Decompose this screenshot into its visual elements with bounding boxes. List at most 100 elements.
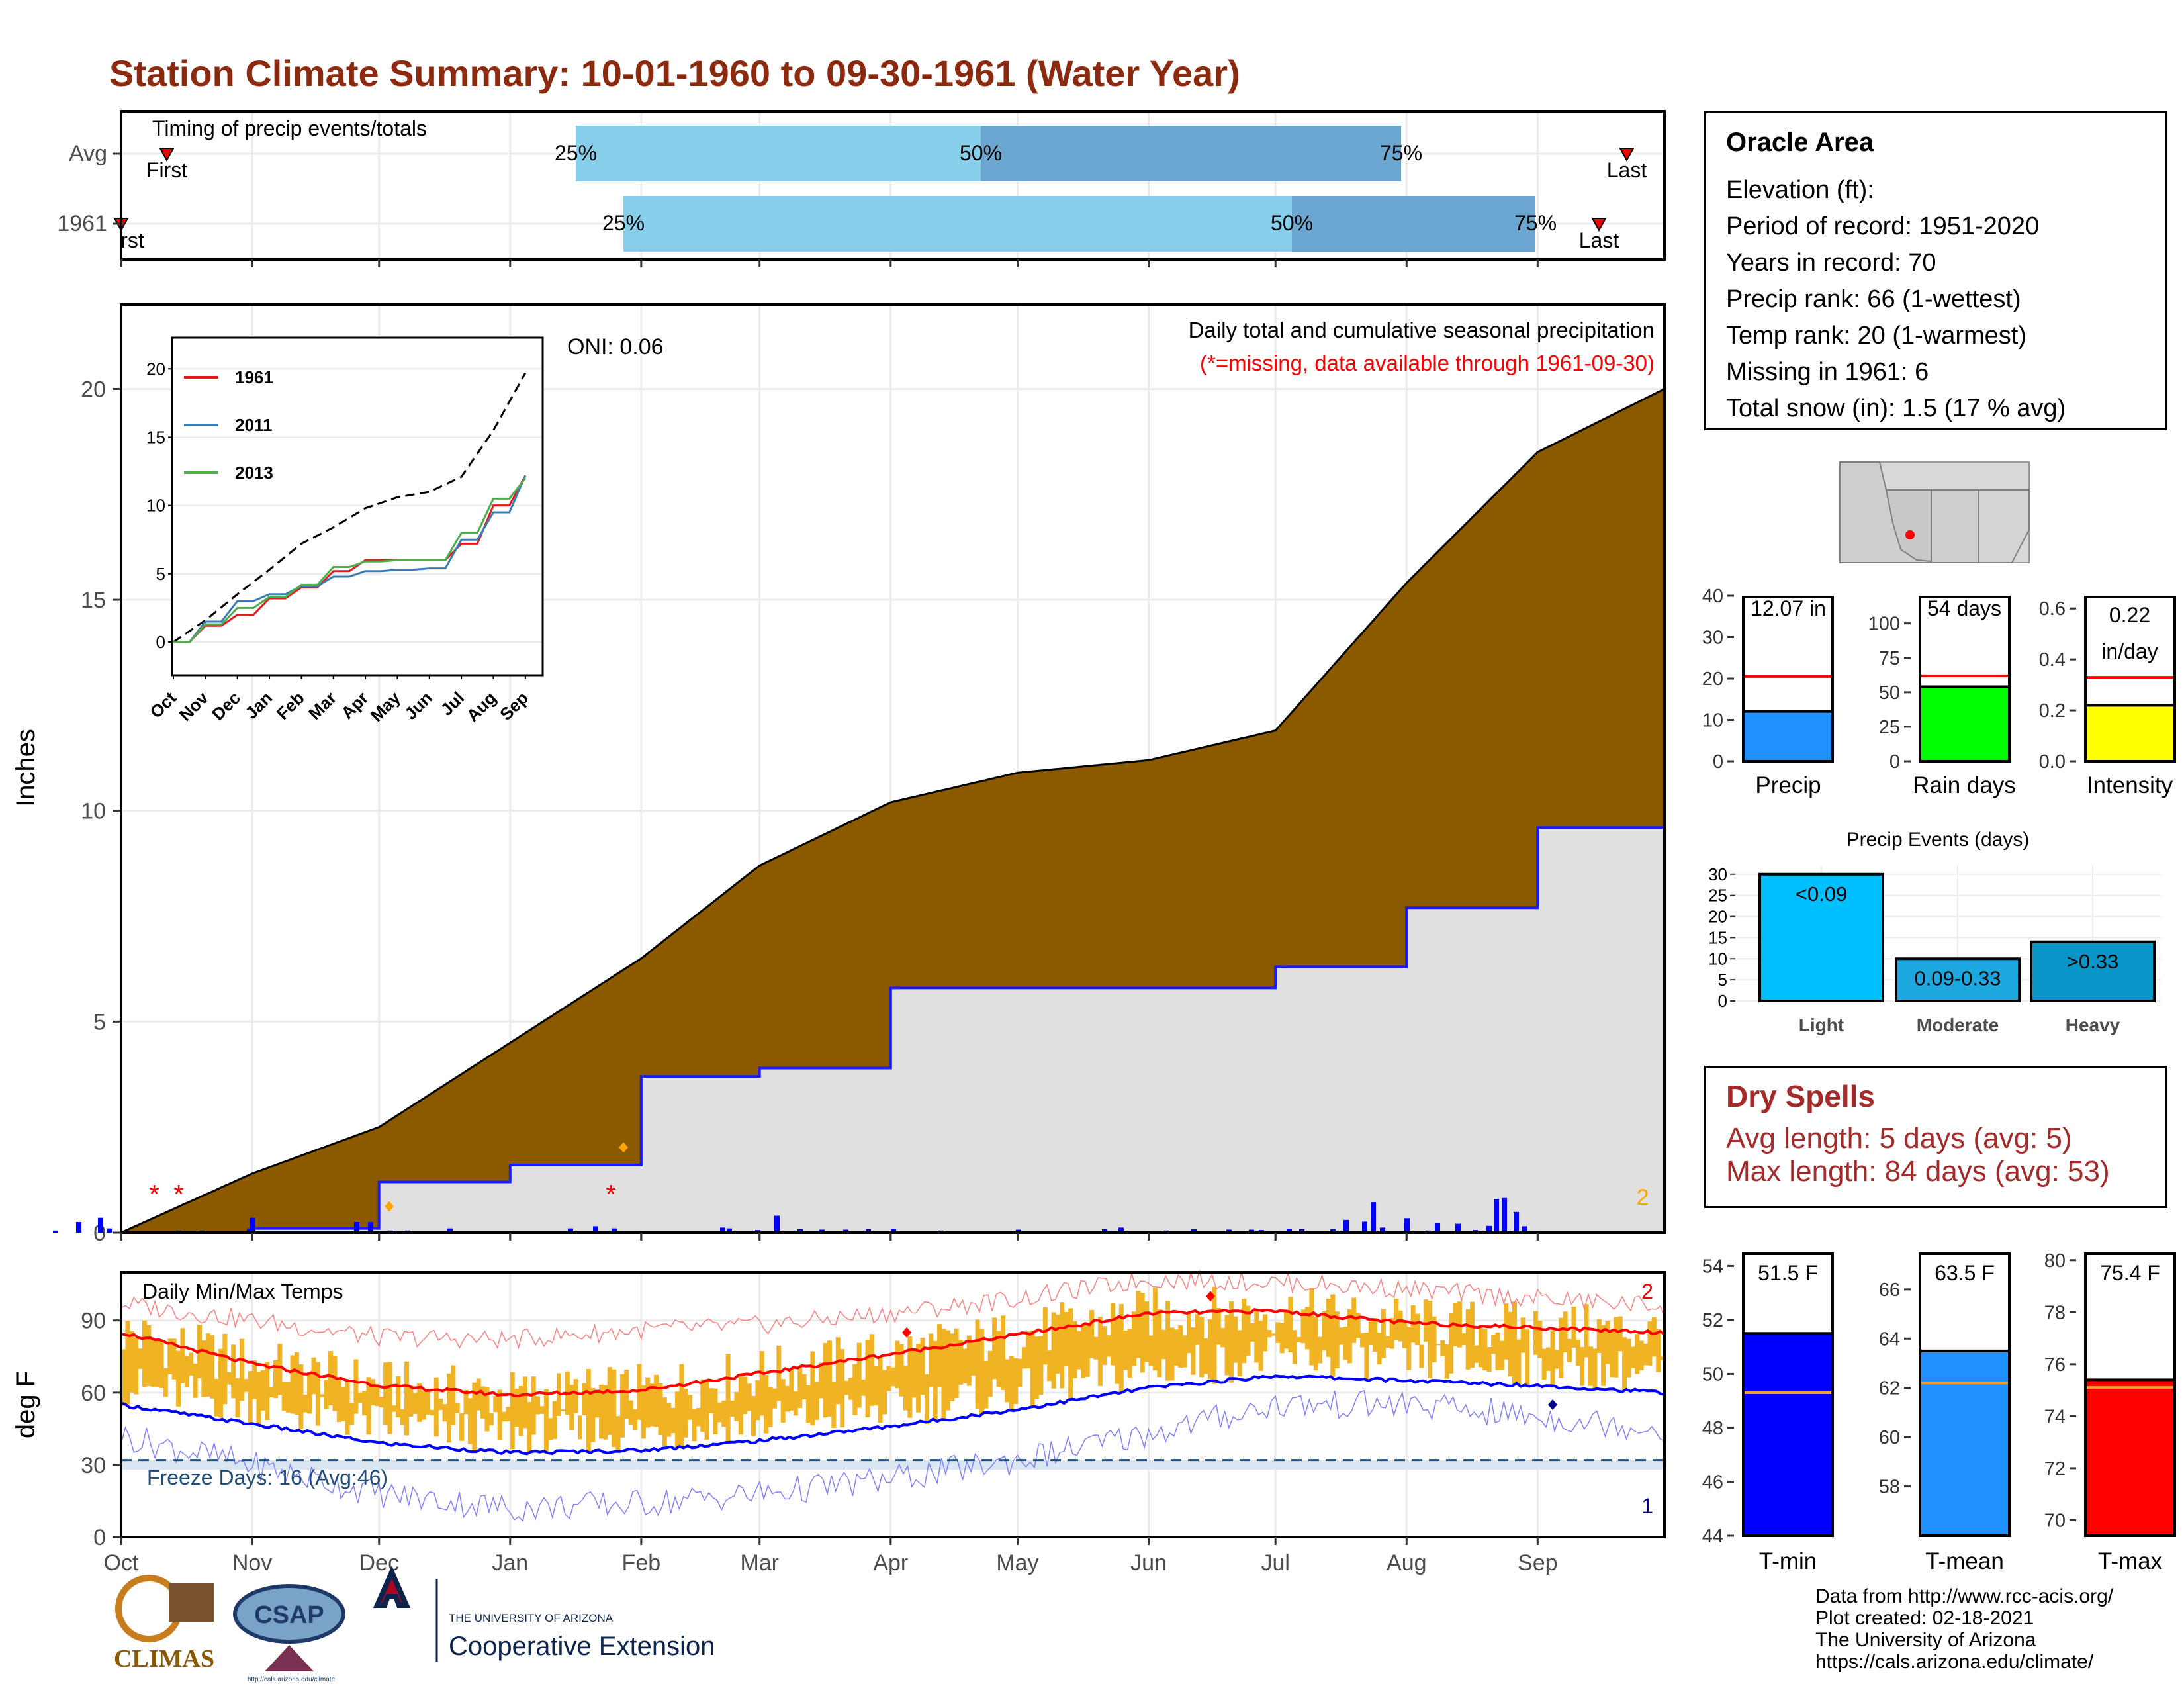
daily-temp-bar xyxy=(916,1344,921,1413)
station-info-box: Oracle Area Elevation (ft): Period of re… xyxy=(1704,111,2167,430)
daily-temp-bar xyxy=(239,1338,244,1401)
daily-temp-bar xyxy=(1385,1336,1390,1348)
daily-temp-bar xyxy=(1343,1327,1348,1360)
tmin-mini-label: T-min xyxy=(1759,1548,1817,1574)
daily-precip-bar xyxy=(774,1215,780,1233)
daily-temp-bar xyxy=(1516,1339,1522,1385)
station-elevation: Elevation (ft): xyxy=(1726,176,1874,204)
daily-temp-bar xyxy=(1060,1302,1065,1389)
tmax-mini-tick: 72 xyxy=(2044,1458,2066,1479)
daily-temp-bar xyxy=(933,1340,938,1421)
daily-temp-bar xyxy=(1626,1338,1631,1378)
daily-temp-bar xyxy=(311,1357,316,1395)
daily-temp-bar xyxy=(1364,1333,1369,1382)
daily-temp-bar xyxy=(1242,1299,1247,1364)
daily-temp-bar xyxy=(1152,1288,1158,1371)
precip-y-axis-label: Inches xyxy=(11,729,40,807)
tmin-mini-tick: 44 xyxy=(1702,1526,1723,1547)
daily-temp-bar xyxy=(700,1379,705,1432)
daily-temp-bar xyxy=(1115,1317,1120,1384)
daily-temp-bar xyxy=(658,1383,663,1436)
daily-temp-bar xyxy=(1622,1337,1627,1391)
intensity-mini-tick: 0.0 xyxy=(2039,751,2066,773)
daily-temp-bar xyxy=(810,1351,815,1426)
tmax-mini-bar xyxy=(2084,1378,2176,1537)
daily-temp-bar xyxy=(1449,1313,1454,1374)
events-tick: 0 xyxy=(1718,991,1727,1011)
daily-temp-bar xyxy=(1419,1344,1424,1368)
daily-temp-bar xyxy=(493,1395,498,1413)
daily-temp-bar xyxy=(654,1374,659,1427)
daily-temp-bar xyxy=(878,1357,883,1423)
y-tick-label: 5 xyxy=(93,1009,106,1035)
daily-temp-bar xyxy=(929,1333,934,1387)
daily-temp-bar xyxy=(827,1340,832,1417)
month-label: Aug xyxy=(1387,1550,1427,1575)
daily-temp-bar xyxy=(189,1352,194,1376)
daily-temp-bar xyxy=(1165,1301,1171,1381)
month-label: Jan xyxy=(492,1550,528,1575)
daily-temp-bar xyxy=(522,1376,527,1429)
daily-temp-bar xyxy=(561,1409,566,1411)
rain-days-mini-tick: 50 xyxy=(1879,682,1900,704)
daily-temp-bar xyxy=(349,1403,354,1425)
daily-temp-bar xyxy=(201,1340,206,1397)
station-temp-rank: Temp rank: 20 (1-warmest) xyxy=(1726,322,2027,350)
avg-first-label: First xyxy=(146,158,187,182)
daily-temp-bar xyxy=(412,1393,418,1414)
inset-average-line xyxy=(173,372,527,643)
daily-temp-bar xyxy=(408,1385,414,1417)
month-label: Nov xyxy=(232,1550,272,1575)
daily-temp-bar xyxy=(747,1383,752,1411)
daily-temp-bar xyxy=(488,1413,494,1426)
daily-temp-bar xyxy=(717,1402,722,1423)
daily-temp-bar xyxy=(193,1363,198,1398)
ua-logo-icon xyxy=(373,1566,411,1608)
dry-spells-max: Max length: 84 days (avg: 53) xyxy=(1726,1155,2110,1188)
avg-last-marker xyxy=(1619,148,1635,162)
daily-temp-bar xyxy=(518,1385,523,1436)
daily-temp-bar xyxy=(738,1374,743,1435)
year-p75-label: 75% xyxy=(1514,211,1557,235)
daily-temp-bar xyxy=(772,1388,777,1409)
daily-temp-bar xyxy=(958,1340,964,1385)
events-bar-label: <0.09 xyxy=(1796,882,1847,906)
daily-temp-bar xyxy=(370,1379,375,1405)
events-title: Precip Events (days) xyxy=(1846,829,2030,851)
avg-50-75-bar xyxy=(981,126,1401,181)
daily-temp-bar xyxy=(328,1351,334,1405)
timing-panel: 25% 50% 75% 25% 50% 75% First Last rst Last Timing… xyxy=(57,110,1666,261)
daily-temp-bar xyxy=(696,1407,701,1427)
daily-temp-bar xyxy=(1042,1307,1048,1365)
daily-precip-bar xyxy=(1343,1219,1349,1233)
daily-temp-bar xyxy=(184,1356,189,1388)
daily-temp-bar xyxy=(1085,1324,1090,1377)
daily-temp-bar xyxy=(1520,1317,1525,1353)
daily-temp-bar xyxy=(1072,1321,1077,1378)
daily-temp-bar xyxy=(586,1369,591,1452)
station-years: Years in record: 70 xyxy=(1726,249,1936,277)
daily-temp-bar xyxy=(1550,1330,1555,1388)
daily-temp-bar xyxy=(1161,1329,1166,1360)
daily-temp-bar xyxy=(298,1364,304,1429)
legend-label: 2011 xyxy=(235,415,272,435)
daily-temp-bar xyxy=(797,1366,803,1408)
daily-temp-bar xyxy=(150,1339,156,1387)
daily-temp-bar xyxy=(1283,1312,1289,1349)
daily-temp-bar xyxy=(1051,1312,1056,1389)
daily-precip-bar xyxy=(53,1230,58,1233)
station-location-marker xyxy=(1905,530,1915,539)
daily-temp-bar xyxy=(1499,1340,1504,1370)
daily-precip-bar xyxy=(797,1229,803,1233)
daily-temp-bar xyxy=(294,1352,299,1415)
average-precip-area xyxy=(121,723,1664,1233)
daily-precip-bar xyxy=(1502,1197,1507,1233)
daily-temp-bar xyxy=(1279,1323,1285,1354)
precip-mini-label: Precip xyxy=(1755,773,1821,798)
daily-temp-bar xyxy=(1614,1317,1619,1378)
daily-precip-bar xyxy=(819,1229,825,1233)
daily-temp-bar xyxy=(1563,1311,1568,1352)
daily-temp-bar xyxy=(290,1355,295,1414)
daily-temp-bar xyxy=(125,1321,130,1405)
events-tick: 10 xyxy=(1708,949,1727,968)
